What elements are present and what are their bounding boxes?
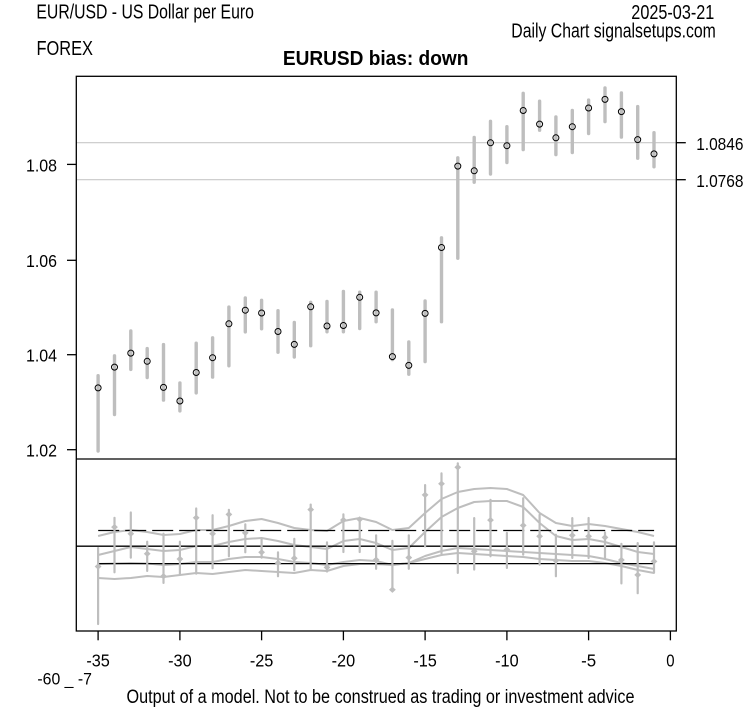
svg-text:FOREX: FOREX	[37, 38, 94, 60]
svg-text:-60 _ -7: -60 _ -7	[37, 670, 92, 689]
svg-text:-35: -35	[86, 651, 110, 671]
svg-text:1.06: 1.06	[26, 251, 57, 271]
svg-text:1.08: 1.08	[26, 155, 57, 175]
svg-text:-25: -25	[250, 651, 274, 671]
svg-text:Output of a model. Not to be c: Output of a model. Not to be construed a…	[127, 687, 635, 708]
svg-text:-30: -30	[168, 651, 192, 671]
svg-text:1.02: 1.02	[26, 441, 57, 461]
svg-text:EURUSD bias: down: EURUSD bias: down	[283, 48, 469, 70]
svg-text:Daily Chart signalsetups.com: Daily Chart signalsetups.com	[511, 21, 716, 43]
svg-text:2025-03-21: 2025-03-21	[631, 2, 714, 24]
svg-text:EUR/USD - US Dollar per Euro: EUR/USD - US Dollar per Euro	[36, 1, 254, 23]
svg-text:-15: -15	[413, 651, 437, 671]
svg-text:1.0768: 1.0768	[696, 171, 743, 191]
svg-text:-5: -5	[581, 651, 596, 671]
svg-text:-20: -20	[332, 651, 356, 671]
svg-text:0: 0	[666, 651, 675, 671]
svg-text:-10: -10	[495, 651, 519, 671]
svg-text:1.0846: 1.0846	[696, 134, 743, 154]
svg-text:1.04: 1.04	[26, 346, 57, 366]
